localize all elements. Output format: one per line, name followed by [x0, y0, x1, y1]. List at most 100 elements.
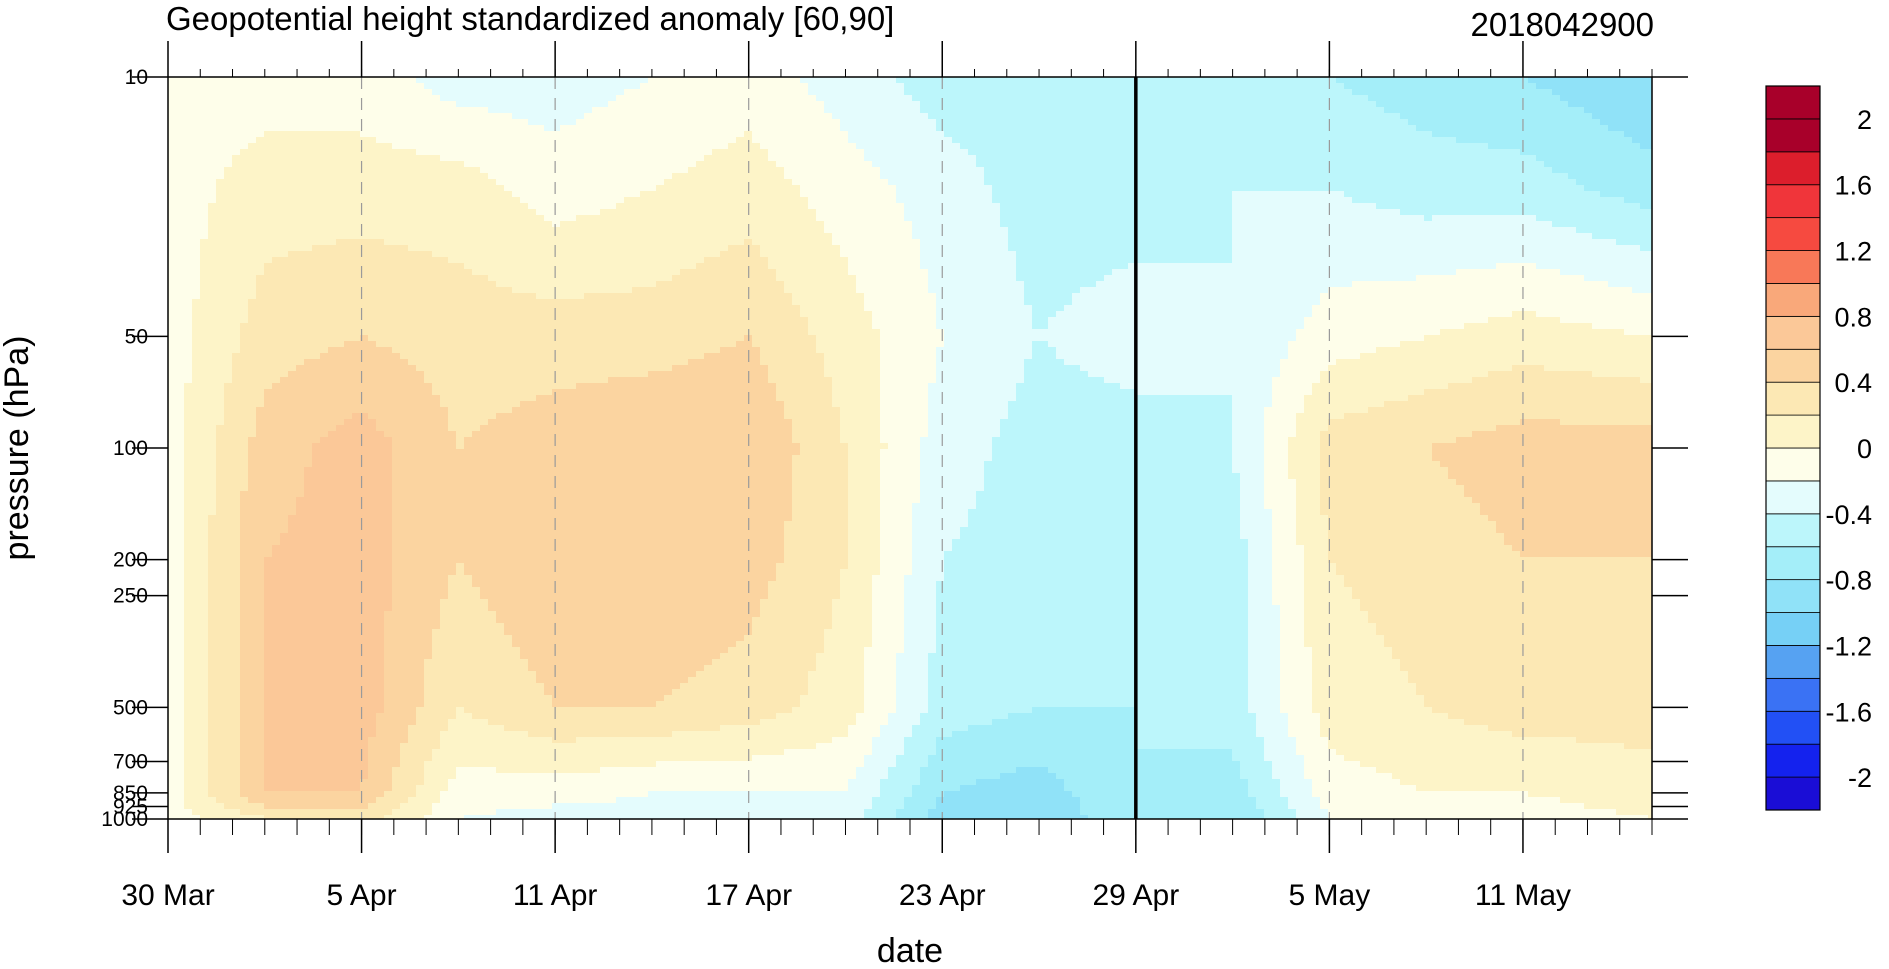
field-cell: [192, 749, 201, 756]
field-cell: [200, 161, 209, 168]
field-cell: [176, 647, 185, 654]
field-cell: [240, 137, 249, 144]
field-cell: [264, 215, 273, 222]
field-cell: [192, 395, 201, 402]
field-cell: [272, 185, 281, 192]
field-cell: [208, 353, 217, 360]
field-cell: [256, 551, 265, 558]
field-cell: [224, 737, 233, 744]
field-cell: [216, 515, 225, 522]
field-cell: [200, 617, 209, 624]
field-cell: [264, 383, 273, 390]
field-cell: [176, 605, 185, 612]
field-cell: [184, 191, 193, 198]
field-cell: [168, 389, 177, 396]
field-cell: [264, 209, 273, 216]
field-cell: [224, 731, 233, 738]
field-cell: [168, 755, 177, 762]
field-cell: [192, 413, 201, 420]
field-cell: [184, 263, 193, 270]
field-cell: [208, 425, 217, 432]
field-cell: [248, 119, 257, 126]
field-cell: [176, 167, 185, 174]
field-cell: [256, 299, 265, 306]
field-cell: [168, 773, 177, 780]
field-cell: [184, 479, 193, 486]
field-cell: [192, 647, 201, 654]
field-cell: [216, 251, 225, 258]
field-cell: [248, 755, 257, 762]
field-cell: [208, 527, 217, 534]
field-cell: [232, 521, 241, 528]
field-cell: [232, 347, 241, 354]
field-cell: [200, 95, 209, 102]
field-cell: [208, 317, 217, 324]
field-cell: [176, 641, 185, 648]
field-cell: [256, 113, 265, 120]
field-cell: [184, 635, 193, 642]
field-cell: [184, 779, 193, 786]
field-cell: [200, 629, 209, 636]
field-cell: [184, 197, 193, 204]
field-cell: [232, 227, 241, 234]
field-cell: [264, 101, 273, 108]
field-cell: [176, 371, 185, 378]
field-cell: [168, 113, 177, 120]
field-cell: [192, 605, 201, 612]
field-cell: [184, 137, 193, 144]
field-cell: [256, 191, 265, 198]
field-cell: [256, 683, 265, 690]
field-cell: [256, 605, 265, 612]
field-cell: [232, 545, 241, 552]
field-cell: [264, 551, 273, 558]
field-cell: [208, 413, 217, 420]
field-cell: [216, 485, 225, 492]
field-cell: [208, 251, 217, 258]
field-cell: [240, 191, 249, 198]
field-cell: [240, 737, 249, 744]
field-cell: [256, 731, 265, 738]
field-cell: [264, 191, 273, 198]
field-cell: [168, 503, 177, 510]
field-cell: [256, 719, 265, 726]
field-cell: [272, 113, 281, 120]
field-cell: [208, 389, 217, 396]
field-cell: [192, 497, 201, 504]
field-cell: [224, 203, 233, 210]
field-cell: [200, 695, 209, 702]
field-cell: [184, 587, 193, 594]
field-cell: [208, 239, 217, 246]
field-cell: [176, 671, 185, 678]
field-cell: [176, 95, 185, 102]
field-cell: [256, 563, 265, 570]
field-cell: [176, 311, 185, 318]
field-cell: [264, 629, 273, 636]
field-cell: [216, 761, 225, 768]
field-cell: [248, 383, 257, 390]
field-cell: [192, 809, 201, 816]
field-cell: [264, 677, 273, 684]
field-cell: [248, 641, 257, 648]
field-cell: [192, 581, 201, 588]
field-cell: [264, 161, 273, 168]
field-cell: [208, 335, 217, 342]
field-cell: [192, 425, 201, 432]
field-cell: [216, 209, 225, 216]
field-cell: [232, 431, 241, 438]
field-cell: [216, 335, 225, 342]
field-cell: [184, 767, 193, 774]
field-cell: [216, 179, 225, 186]
field-cell: [168, 527, 177, 534]
field-cell: [256, 791, 265, 798]
field-cell: [272, 209, 281, 216]
field-cell: [192, 311, 201, 318]
field-cell: [240, 677, 249, 684]
field-cell: [256, 761, 265, 768]
field-cell: [200, 641, 209, 648]
field-cell: [224, 623, 233, 630]
field-cell: [208, 761, 217, 768]
field-cell: [200, 281, 209, 288]
field-cell: [240, 803, 249, 810]
field-cell: [240, 581, 249, 588]
field-cell: [176, 281, 185, 288]
